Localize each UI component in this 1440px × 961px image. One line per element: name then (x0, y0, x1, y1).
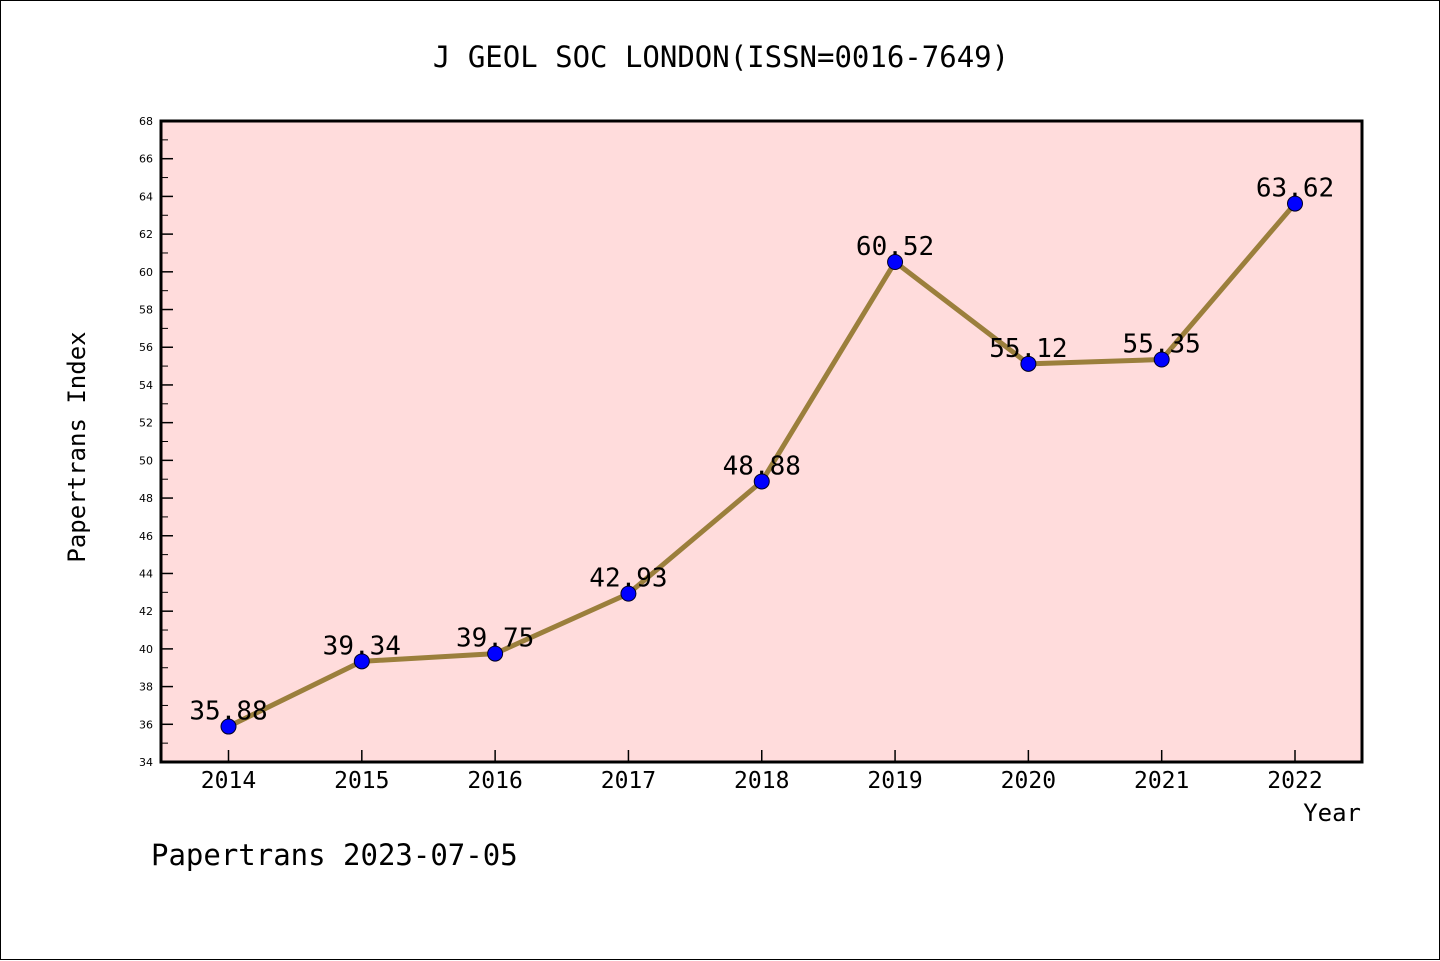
y-tick-label: 40 (139, 643, 153, 656)
y-tick-label: 56 (139, 341, 153, 354)
data-label: 55.35 (1123, 329, 1201, 359)
data-point (487, 645, 504, 662)
data-point (887, 254, 904, 271)
y-tick-label: 52 (139, 417, 153, 430)
series-markers (220, 195, 1303, 735)
y-tick-label: 46 (139, 530, 153, 543)
data-point (1153, 351, 1170, 368)
y-tick-label: 62 (139, 228, 153, 241)
data-label: 39.75 (456, 624, 534, 654)
y-tick-label: 44 (139, 567, 153, 580)
y-tick-label: 60 (139, 266, 153, 279)
x-tick-label: 2020 (1001, 768, 1056, 794)
data-label: 60.52 (856, 232, 934, 262)
x-tick-label: 2014 (201, 768, 256, 794)
x-axis: 2014 2015 2016 2017 2018 2019 2020 2021 2022 (201, 750, 1323, 794)
data-label: 42.93 (589, 564, 667, 594)
x-tick-label: 2015 (334, 768, 389, 794)
y-tick-label: 38 (139, 681, 153, 694)
x-tick-label: 2017 (601, 768, 656, 794)
data-label: 48.88 (723, 451, 801, 481)
x-tick-label: 2022 (1267, 768, 1322, 794)
y-tick-label: 48 (139, 492, 153, 505)
data-label: 55.12 (989, 334, 1067, 364)
chart-title: J GEOL SOC LONDON(ISSN=0016-7649) (433, 40, 1009, 74)
y-tick-label: 54 (139, 379, 153, 392)
data-label: 35.88 (189, 697, 267, 727)
data-point (220, 718, 237, 735)
y-axis: 34 36 38 40 42 44 46 48 50 52 54 56 58 60 62 64 66 68 (139, 115, 173, 769)
x-axis-title: Year (1303, 799, 1361, 827)
y-tick-label: 50 (139, 454, 153, 467)
y-tick-label: 36 (139, 718, 153, 731)
y-tick-label: 34 (139, 756, 153, 769)
x-tick-label: 2021 (1134, 768, 1189, 794)
y-tick-label: 64 (139, 190, 153, 203)
y-tick-label: 68 (139, 115, 153, 128)
footer-note: Papertrans 2023-07-05 (151, 838, 518, 872)
plot-border (159, 119, 1364, 764)
y-axis-title: Papertrans Index (63, 331, 91, 562)
data-point (753, 473, 770, 490)
x-tick-label: 2016 (467, 768, 522, 794)
plot-area (161, 121, 1362, 762)
y-tick-label: 58 (139, 304, 153, 317)
x-tick-label: 2019 (867, 768, 922, 794)
y-tick-label: 42 (139, 605, 153, 618)
data-point (1287, 195, 1303, 212)
data-labels: 35.88 39.34 39.75 42.93 48.88 60.52 55.12 55.35… (189, 174, 1334, 727)
data-point (353, 653, 370, 670)
y-tick-label: 66 (139, 153, 153, 166)
data-label: 63.62 (1256, 174, 1334, 204)
data-point (1020, 355, 1037, 372)
x-tick-label: 2018 (734, 768, 789, 794)
data-point (620, 585, 637, 602)
data-label: 39.34 (323, 631, 401, 661)
